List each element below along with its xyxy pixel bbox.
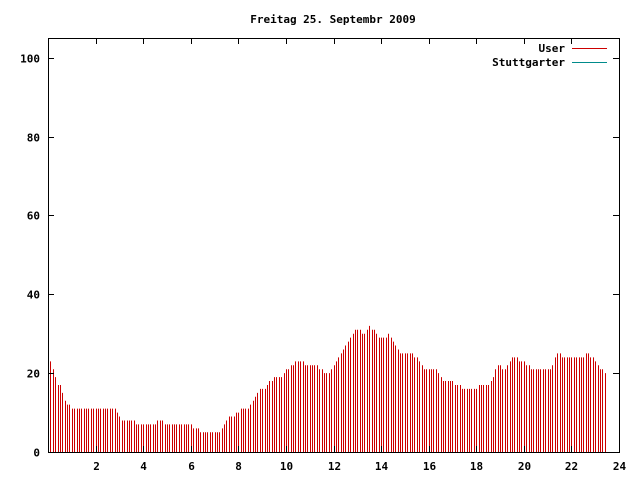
x-tick-label: 18 <box>470 460 483 473</box>
legend-label-user: User <box>539 42 566 55</box>
y-tick-label: 0 <box>33 447 40 460</box>
x-tick-label: 4 <box>140 460 147 473</box>
x-tick-label: 24 <box>613 460 627 473</box>
y-tick-label: 20 <box>27 368 40 381</box>
chart-title: Freitag 25. Septembr 2009 <box>250 13 416 26</box>
legend: User Stuttgarter <box>492 42 607 69</box>
y-tick-label: 60 <box>27 210 40 223</box>
y-tick-label: 80 <box>27 132 40 145</box>
x-tick-label: 14 <box>375 460 389 473</box>
x-tick-label: 2 <box>93 460 100 473</box>
y-tick-label: 40 <box>27 289 40 302</box>
x-tick-label: 16 <box>423 460 437 473</box>
legend-label-stuttgarter: Stuttgarter <box>492 56 565 69</box>
x-tick-label: 10 <box>280 460 293 473</box>
y-tick-label: 100 <box>20 53 40 66</box>
x-tick-label: 8 <box>235 460 242 473</box>
bar-group <box>48 325 606 452</box>
x-tick-label: 12 <box>328 460 341 473</box>
x-tick-label: 20 <box>518 460 531 473</box>
x-tick-label: 22 <box>565 460 578 473</box>
x-tick-label: 6 <box>188 460 195 473</box>
